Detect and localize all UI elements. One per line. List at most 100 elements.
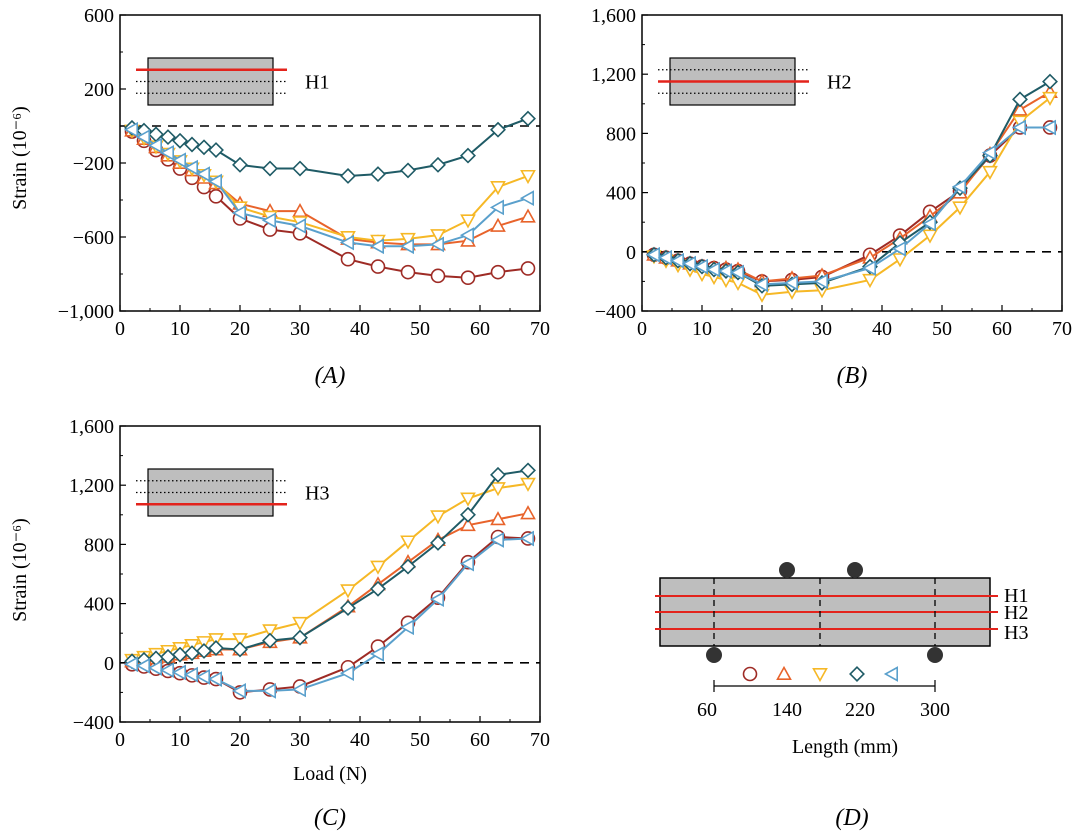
panel-a-series-220-point: [208, 142, 224, 159]
panel-c-series-140-point: [520, 505, 536, 520]
legend-markers: [742, 665, 899, 683]
panel-b-series-180-point: [862, 273, 878, 289]
panel-c-series-260-point: [291, 681, 307, 698]
panel-b-ytick-label: 0: [626, 242, 636, 264]
panel-c-xtick-label: 20: [230, 729, 250, 751]
panel-c-series-260-point: [489, 532, 505, 548]
panel-c-xtick-label: 30: [290, 729, 310, 751]
panel-a-series-260-point: [135, 129, 150, 145]
panel-b-gauge-label: H2: [827, 72, 851, 94]
gauge-label-h2: H2: [1004, 602, 1028, 624]
panel-c-series-220-point: [520, 462, 536, 479]
panel-c-series-180-point: [196, 636, 212, 651]
panel-a-series-180-point: [430, 229, 446, 244]
panel-d-label: (D): [835, 805, 868, 831]
panel-c-series-260-point: [123, 656, 138, 673]
panel-b-series-180-point: [982, 165, 998, 181]
panel-c-gauge-label: H3: [305, 483, 329, 505]
panel-c-xtick-label: 70: [530, 729, 550, 751]
panel-b-series-180-point: [892, 253, 908, 268]
support-right: [927, 647, 943, 663]
panel-b-series-260-point: [753, 276, 769, 293]
panel-a-series-260-point: [291, 218, 307, 234]
panel-b-xtick-label: 40: [872, 318, 892, 340]
panel-b-series-140-point: [1012, 101, 1028, 116]
legend-marker-260: [883, 666, 899, 682]
panel-a-xtick-label: 60: [470, 318, 490, 340]
panel-c-series-180-point: [292, 616, 308, 631]
panel-c-series-140-point: [490, 511, 506, 526]
panel-a-xtick-label: 10: [170, 318, 190, 340]
panel-c: Strain (10⁻⁶) Load (N) (C) 0 10 20 30 40 50 60…: [9, 416, 550, 831]
panel-c-series-180-point: [262, 624, 278, 639]
panel-c-series-220-point: [292, 629, 308, 646]
panel-c-series-260-point: [195, 669, 210, 685]
panel-b-label: (B): [837, 363, 868, 389]
panel-b-xtick-label: 50: [932, 318, 952, 340]
panel-a-series-260-point: [231, 205, 246, 221]
legend-marker-140: [776, 665, 792, 681]
panel-c-xtick-label: 50: [410, 729, 430, 751]
panel-c-xtick-label: 0: [115, 729, 125, 751]
panel-a-series-260-point: [123, 121, 138, 138]
panel-a-series-260-point: [195, 166, 210, 182]
panel-c-series-180-point: [232, 633, 248, 648]
length-tick-60: 60: [697, 699, 717, 721]
panel-a-gauge-inset: H1: [136, 57, 329, 106]
panel-b-series-220-point: [1012, 91, 1028, 108]
panel-c-series-180-point: [490, 482, 506, 497]
panel-c-series-260-point: [183, 666, 198, 683]
inset-beam: [147, 57, 274, 106]
panel-b-series-180-point: [922, 229, 938, 244]
panel-c-series-260-point: [399, 619, 415, 636]
panel-c-series-260-point: [369, 646, 385, 662]
panel-c-ytick-label: 1,200: [69, 475, 114, 497]
panel-a-series-220-point: [172, 132, 188, 149]
panel-b-ytick-label: 800: [606, 123, 636, 145]
panel-b-series-260-point: [657, 249, 673, 266]
panel-a-series-60-point: [340, 251, 356, 267]
panel-a-series-220-point: [340, 167, 356, 184]
panel-a-series-60-point: [520, 261, 536, 276]
length-tick-300: 300: [920, 699, 950, 721]
panel-a-series-180-point: [460, 214, 476, 229]
panel-a-series-220-point: [430, 156, 446, 173]
panel-c-series-260-point: [339, 665, 355, 682]
panel-c-ytick-label: 800: [84, 534, 114, 556]
panel-a-series-260-point: [207, 173, 222, 190]
load-point-left: [779, 562, 795, 578]
panel-c-series-220-point: [490, 466, 506, 483]
panel-a-series-220-point: [460, 147, 476, 164]
panel-c-series-180-point: [208, 633, 224, 648]
panel-c-series-260-point: [207, 671, 222, 687]
panel-b-gauge-inset: H2: [658, 57, 851, 106]
panel-b-series-260-point: [891, 240, 907, 257]
panel-a-series-260-point: [261, 212, 277, 229]
panel-a-series-220-point: [160, 129, 176, 146]
panel-a-series-260-point: [369, 238, 385, 255]
panel-a-series-260-point: [339, 234, 355, 251]
panel-a-series-220-point: [400, 162, 416, 179]
panel-b-series-260-point: [645, 246, 661, 263]
gauge-label-h3: H3: [1004, 622, 1028, 644]
panel-a-series-220-point: [292, 160, 308, 177]
panel-c-series-220-point: [430, 534, 446, 551]
length-tick-140: 140: [772, 699, 802, 721]
legend-marker-180: [812, 667, 828, 683]
panel-a-series-60-point: [400, 264, 416, 280]
panel-b-xtick-label: 30: [812, 318, 832, 340]
panel-a-xtick-label: 70: [530, 318, 550, 340]
panel-a-xtick-label: 0: [115, 318, 125, 340]
panel-a-series-220-point: [520, 110, 536, 127]
panel-c-series-220-point: [340, 600, 356, 616]
panel-a-series-220-point: [232, 156, 248, 173]
panel-b: (B) 0 10 20 30 40 50 60 70−40004008001,2001,600…: [591, 5, 1072, 389]
panel-c-series-260-point: [459, 555, 475, 572]
panel-a-series-180-point: [400, 232, 416, 247]
support-left: [706, 647, 722, 663]
panel-a-series-60-point: [430, 268, 446, 284]
panel-b-series-140-line: [653, 91, 1051, 283]
panel-d: H1 H2 H3 60 140 220 300 Length (mm) (D): [655, 562, 1028, 831]
length-axis-label: Length (mm): [792, 736, 898, 758]
panel-a-series-260-point: [159, 144, 174, 161]
